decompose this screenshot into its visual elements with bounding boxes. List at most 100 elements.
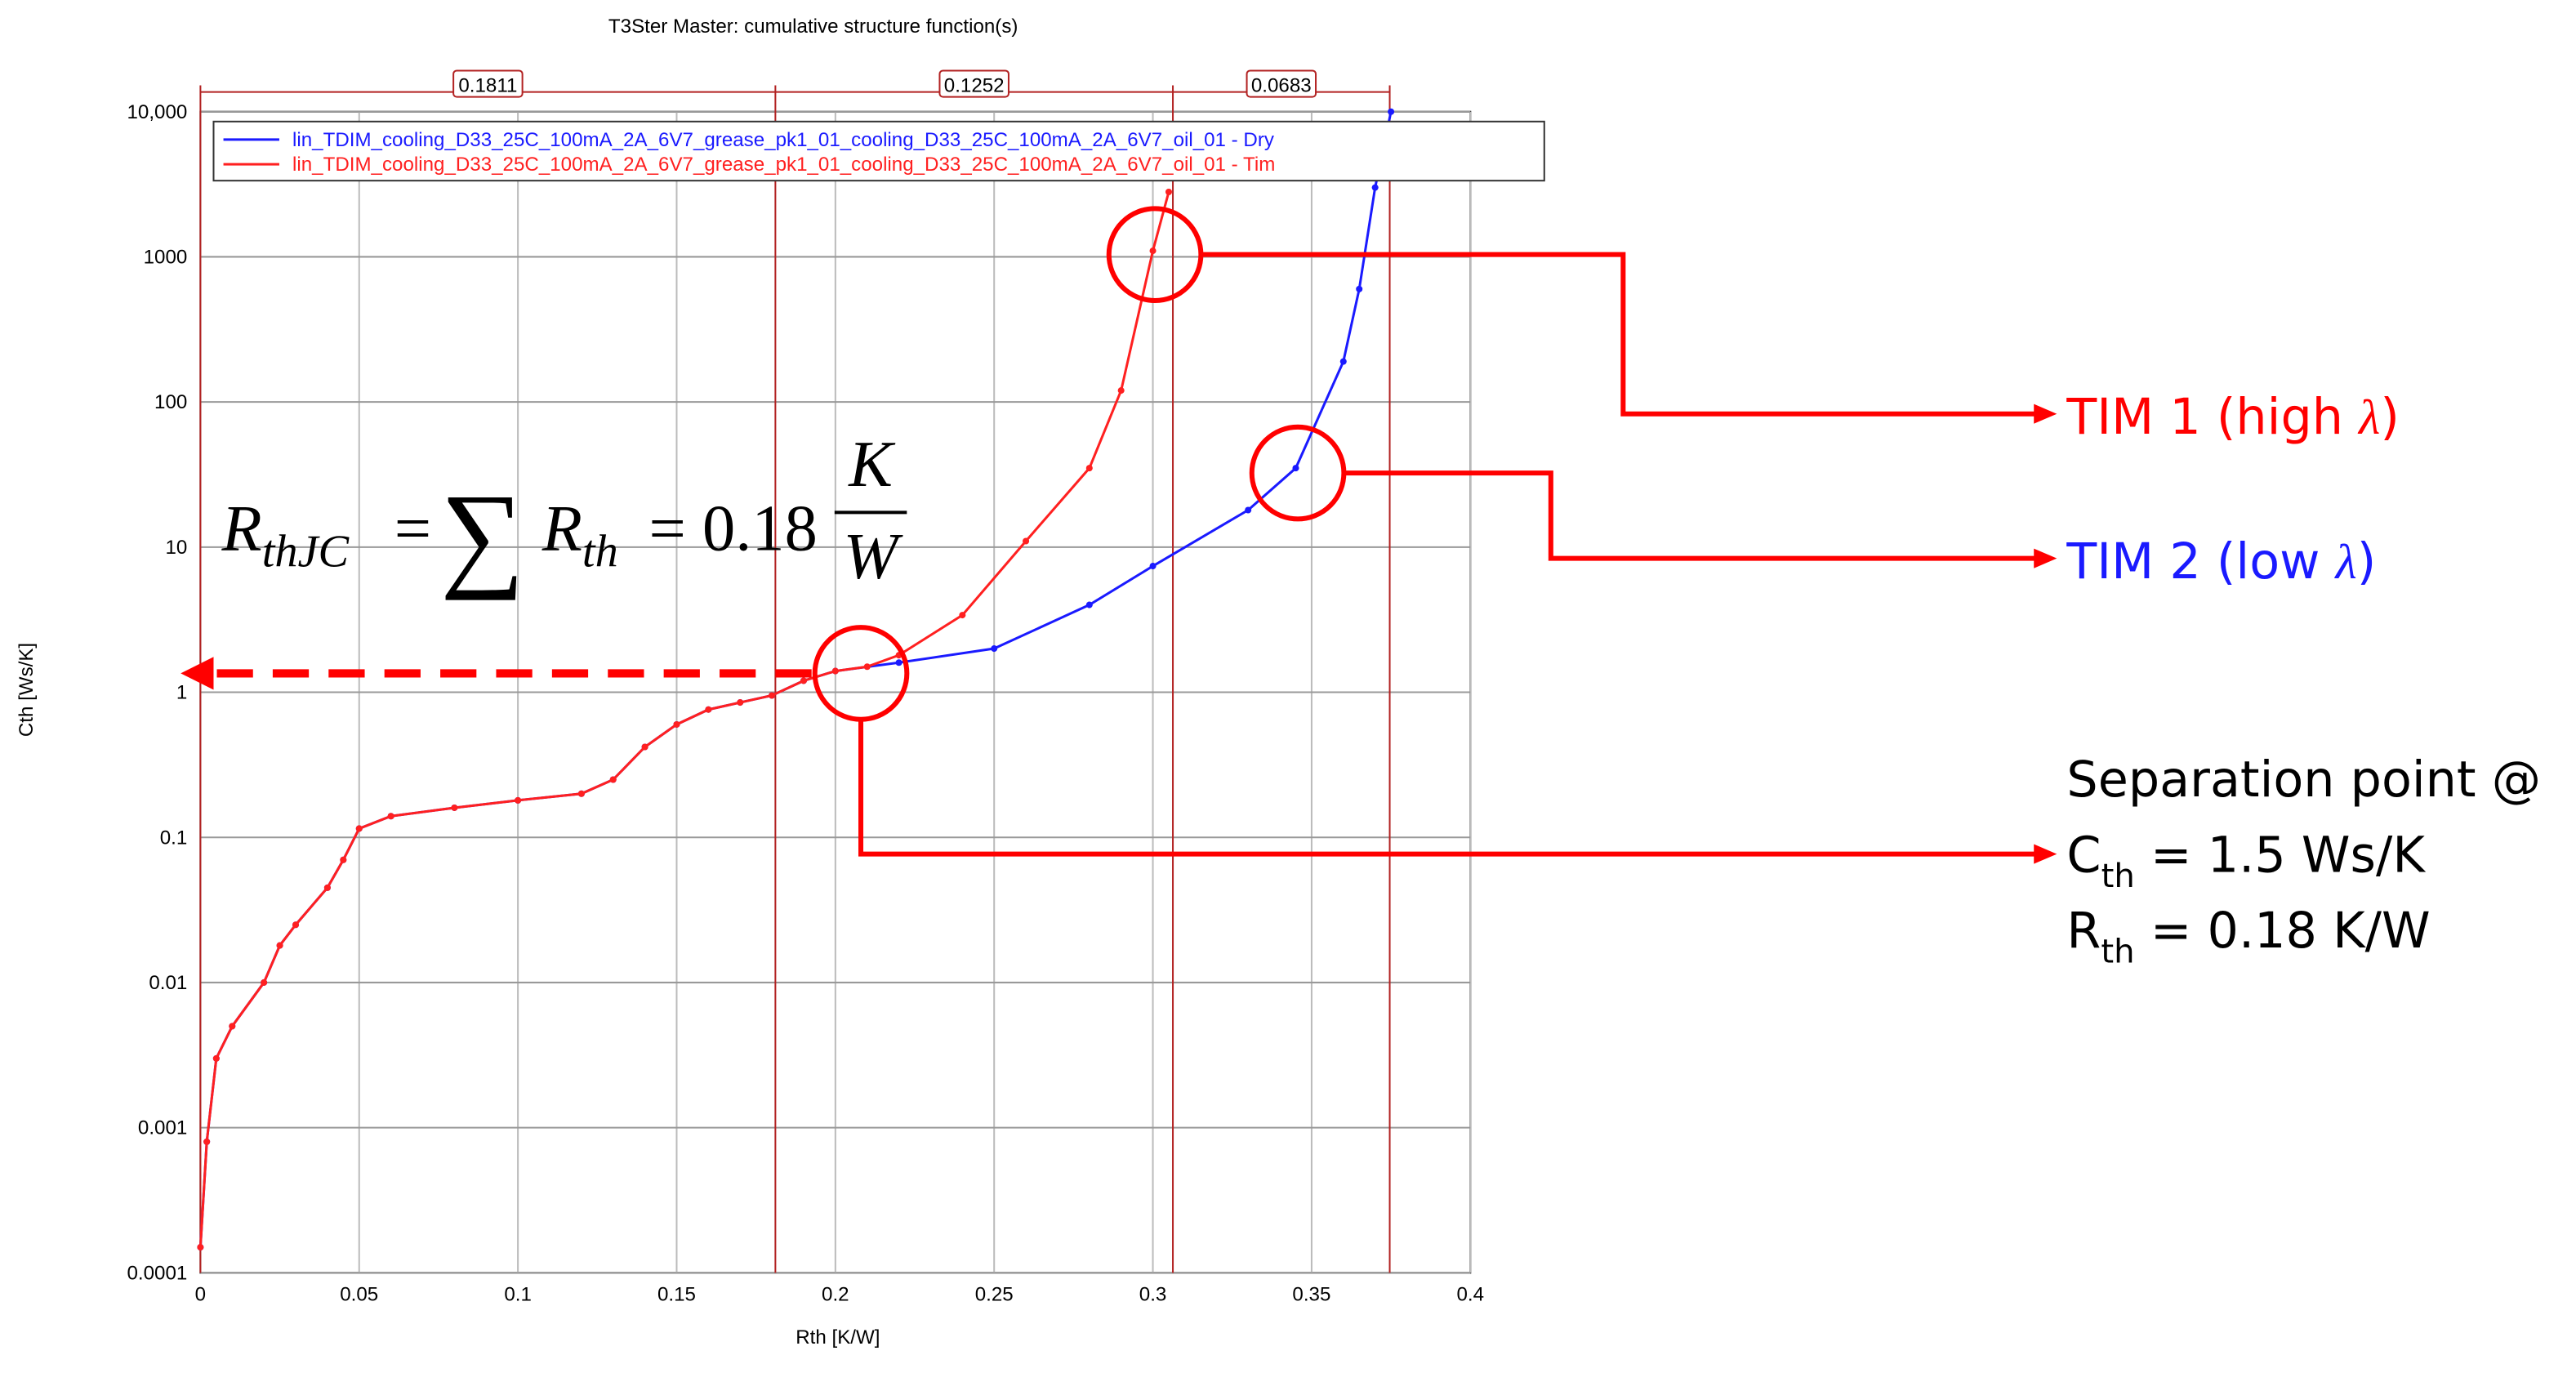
data-point	[863, 663, 871, 671]
segment-label-box	[938, 69, 1009, 98]
formula-text: RthJC	[221, 493, 350, 577]
callout-line	[1344, 470, 2038, 561]
annotation: TIM 1 (high λ)	[2066, 389, 2399, 446]
data-point	[577, 790, 585, 797]
data-point	[340, 856, 347, 863]
data-point	[1292, 465, 1299, 472]
plot: 0 0.05 0.1 0.15 0.2 0.25 0.3 0.35 0.4 0.0001 0.001…	[127, 69, 1545, 1306]
segment-label: 0.1252	[944, 75, 1005, 97]
data-point	[1245, 506, 1252, 514]
y-tick-label: 1	[176, 682, 187, 704]
annotation: Rth = 0.18 K/W	[2066, 903, 2430, 970]
x-tick-label: 0.1	[504, 1284, 532, 1306]
formula-part: R	[221, 493, 262, 565]
data-point	[1085, 465, 1093, 472]
y-tick-label: 0.01	[149, 972, 187, 994]
annotation-text: )	[2380, 389, 2400, 446]
segment-label-box	[452, 69, 524, 98]
y-tick-label: 10	[165, 537, 187, 559]
annotation: Cth = 1.5 Ws/K	[2066, 827, 2426, 895]
arrowhead	[180, 657, 214, 690]
annotation-sub: th	[2101, 858, 2135, 895]
annotation-text: C	[2066, 827, 2101, 885]
annotation-text: = 1.5 Ws/K	[2135, 827, 2426, 885]
data-point	[292, 921, 300, 929]
data-point	[705, 706, 712, 713]
series-line	[198, 191, 1170, 1248]
y-tick-label: 0.0001	[127, 1262, 187, 1284]
data-point	[737, 699, 744, 707]
data-point	[673, 720, 680, 728]
x-tick-label: 0.4	[1456, 1284, 1484, 1306]
annotation-text: )	[2357, 533, 2377, 591]
arrowhead	[2034, 548, 2057, 568]
annotation-sub: th	[2101, 933, 2134, 970]
data-point	[197, 1244, 204, 1251]
segment-label-box	[1246, 69, 1317, 98]
data-point	[261, 978, 268, 986]
x-tick-label: 0.3	[1139, 1284, 1167, 1306]
legend-box	[212, 120, 1545, 182]
x-tick-label: 0.2	[822, 1284, 849, 1306]
callouts	[213, 206, 2038, 857]
legend-label: lin_TDIM_cooling_D33_25C_100mA_2A_6V7_gr…	[292, 129, 1275, 151]
data-point	[959, 612, 966, 619]
data-point	[1165, 188, 1173, 195]
annotation: TIM 2 (low λ)	[2066, 533, 2376, 591]
annotation-text: = 0.18 K/W	[2135, 903, 2431, 960]
formula-part: K	[848, 428, 896, 501]
formula-part: ∑	[440, 470, 524, 601]
data-point	[1117, 387, 1125, 395]
x-axis-label: Rth [K/W]	[796, 1326, 880, 1348]
arrowhead	[2034, 844, 2057, 864]
segment-label: 0.0683	[1251, 75, 1312, 97]
data-point	[212, 1054, 220, 1062]
x-tick-label: 0.35	[1292, 1284, 1330, 1306]
annotation-text: TIM 2 (low	[2066, 533, 2335, 591]
x-tick-label: 0	[195, 1284, 206, 1306]
y-axis-label: Cth [Ws/K]	[16, 643, 38, 737]
annotation-text: TIM 1 (high	[2066, 389, 2359, 446]
data-point	[1388, 108, 1395, 115]
annotation: Separation point @	[2066, 751, 2541, 809]
x-tick-label: 0.05	[340, 1284, 378, 1306]
y-tick-label: 0.001	[138, 1117, 187, 1139]
data-point	[769, 692, 776, 699]
data-point	[1371, 184, 1379, 191]
formula-sub: thJC	[262, 527, 350, 577]
data-point	[991, 645, 998, 653]
segment-label: 0.1811	[458, 75, 517, 97]
formula-part: = 0.18	[649, 493, 818, 565]
y-tick-label: 10,000	[127, 101, 187, 123]
callout-line	[858, 719, 2038, 857]
chart-title: T3Ster Master: cumulative structure func…	[608, 16, 1018, 38]
y-tick-label: 1000	[144, 246, 188, 268]
data-point	[1149, 247, 1157, 255]
annotation-symbol: λ	[2357, 390, 2380, 445]
data-point	[641, 743, 648, 751]
formula-part: =	[394, 493, 431, 565]
annotation-text: R	[2066, 903, 2101, 960]
data-point	[203, 1138, 211, 1145]
data-point	[276, 942, 283, 949]
annotation-symbol: λ	[2334, 535, 2357, 590]
arrowheads	[180, 403, 2057, 864]
data-point	[1356, 285, 1363, 292]
formula-sub: th	[582, 527, 618, 577]
data-point	[451, 804, 458, 811]
data-point	[609, 776, 617, 783]
y-tick-label: 0.1	[160, 827, 188, 849]
data-point	[831, 667, 839, 675]
formula-text: Rth	[541, 493, 618, 577]
formula-part: R	[541, 493, 582, 565]
data-point	[895, 659, 902, 666]
data-point	[355, 825, 363, 832]
data-point	[515, 796, 522, 804]
data-point	[1149, 563, 1157, 570]
legend-label: lin_TDIM_cooling_D33_25C_100mA_2A_6V7_gr…	[292, 154, 1275, 176]
x-tick-label: 0.15	[657, 1284, 696, 1306]
arrowhead	[2034, 403, 2057, 424]
data-point	[323, 884, 331, 891]
